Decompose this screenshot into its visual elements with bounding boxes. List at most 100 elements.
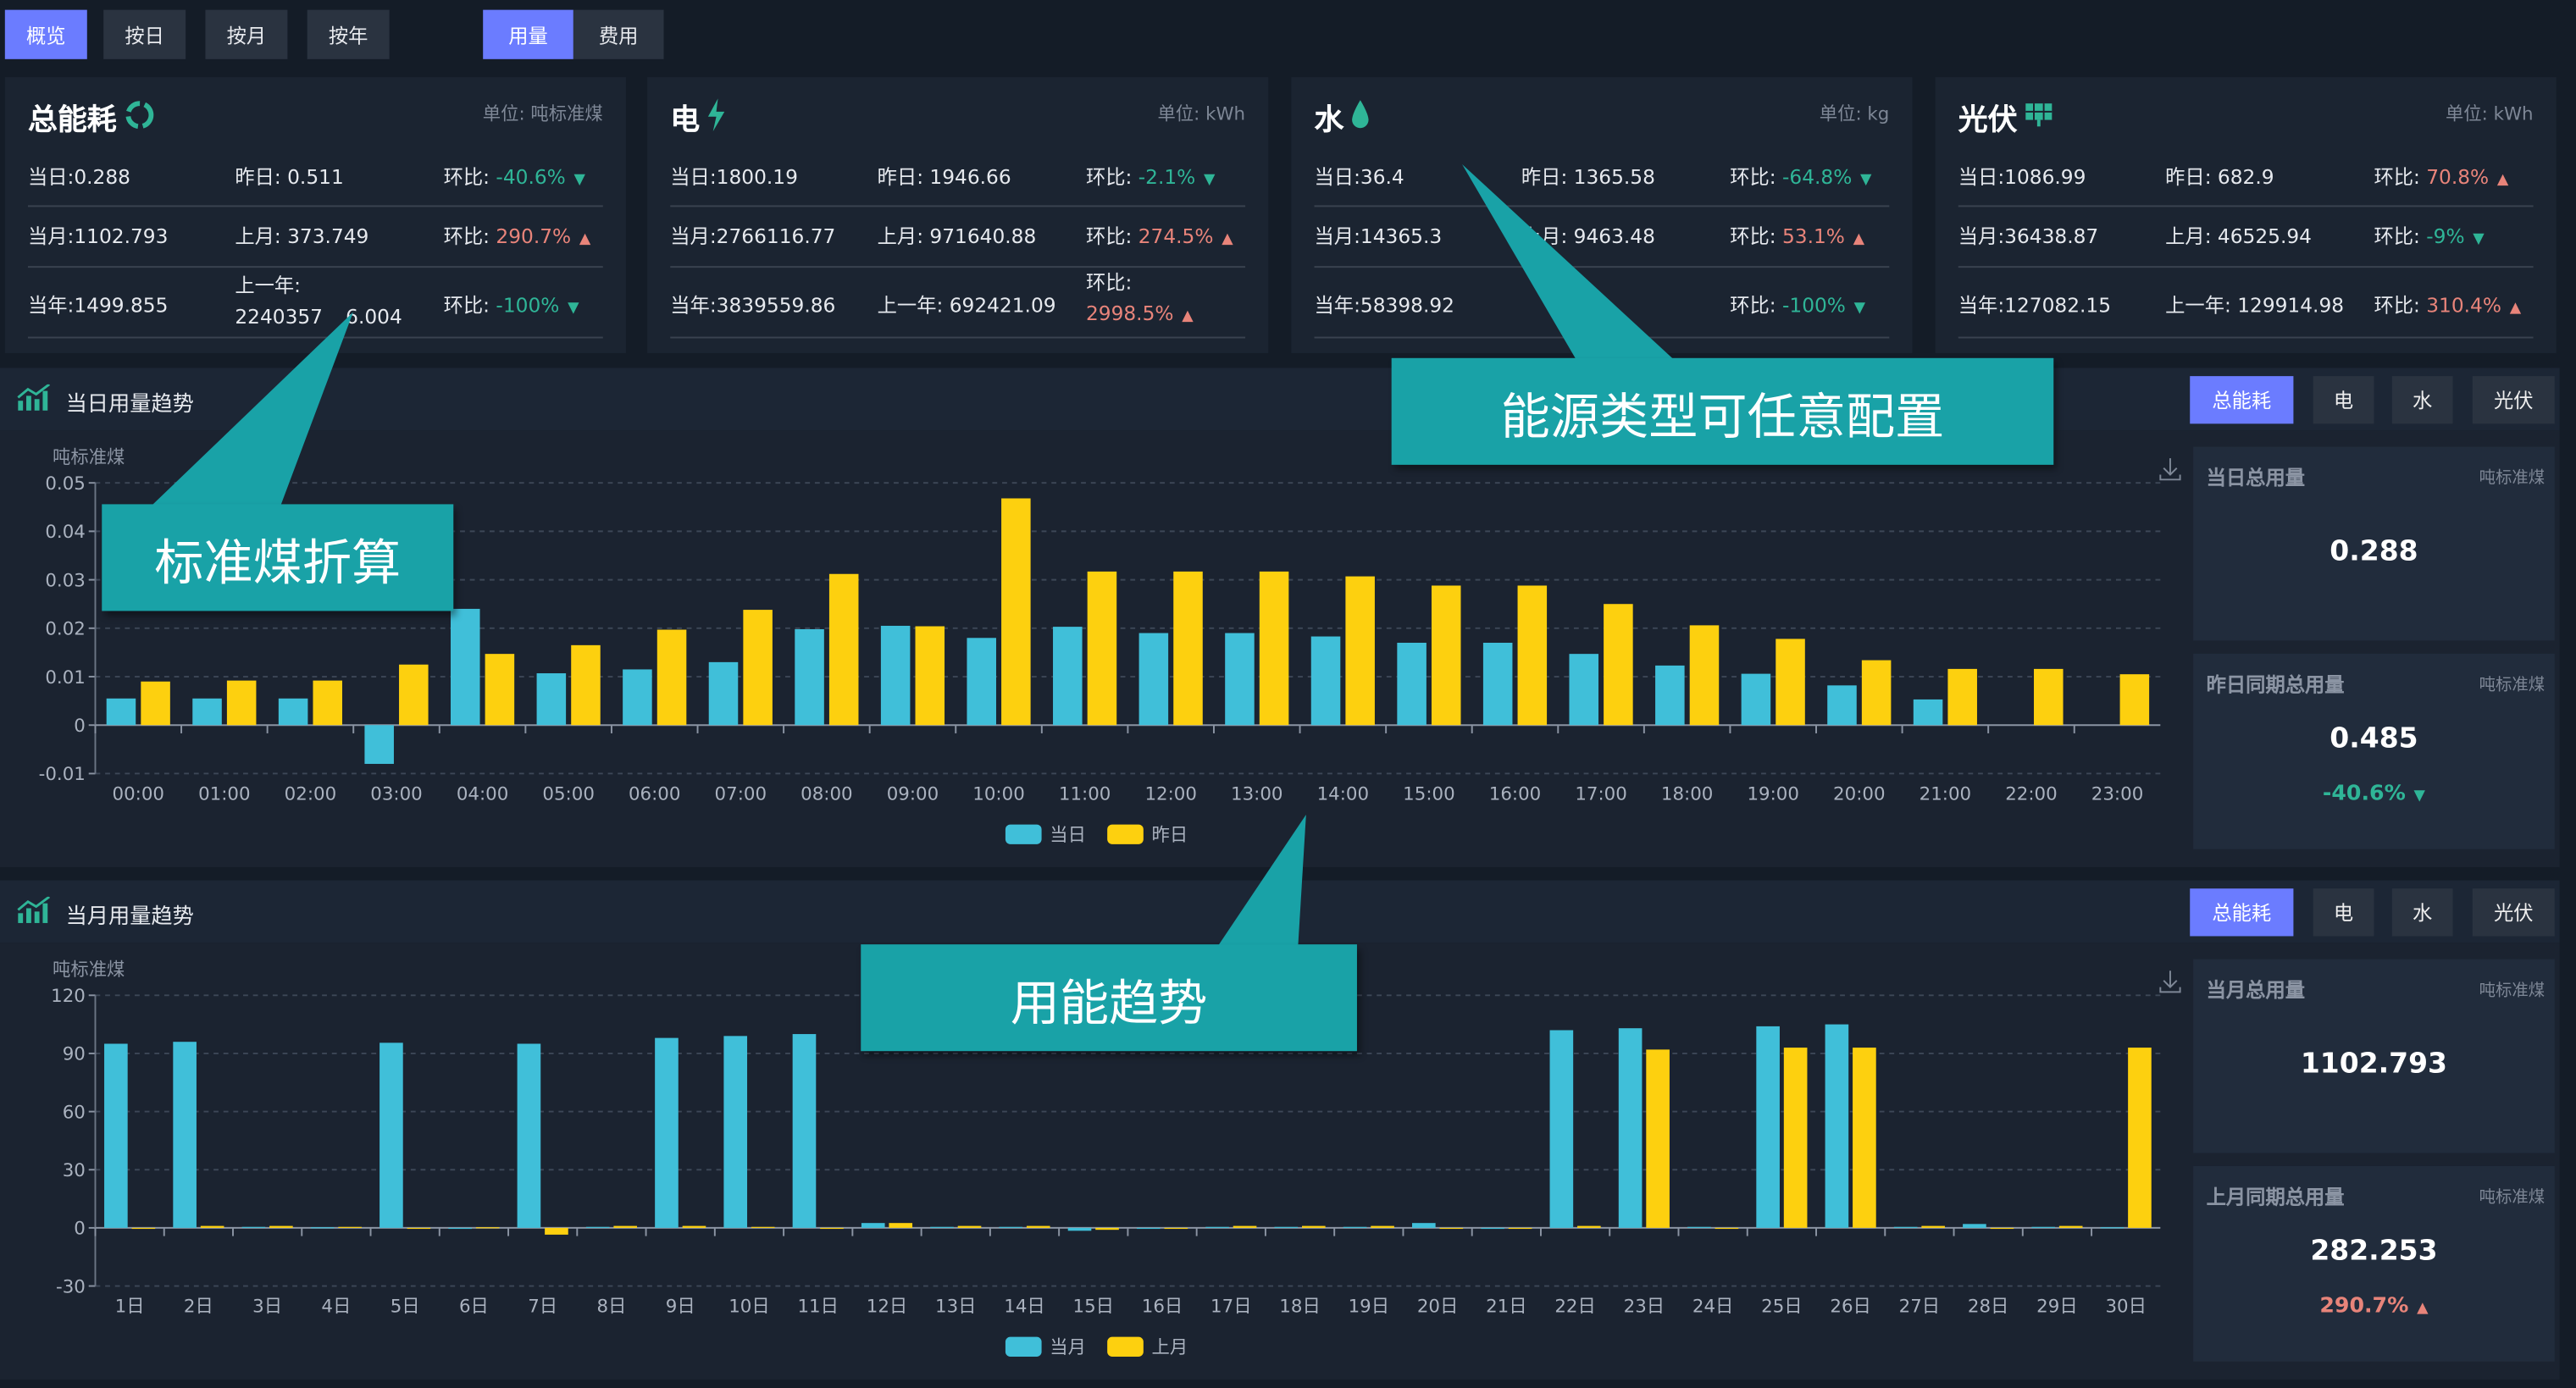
bar-当月-20日[interactable]	[1412, 1223, 1436, 1228]
bar-当月-15日[interactable]	[1067, 1227, 1092, 1231]
bar-上月-5日[interactable]	[407, 1227, 431, 1230]
bar-上月-1日[interactable]	[131, 1227, 156, 1230]
bar-当日-13:00[interactable]	[1225, 633, 1255, 726]
bar-当月-13日[interactable]	[930, 1226, 954, 1228]
monthly-energy-tab-1[interactable]: 电	[2313, 888, 2374, 937]
bar-昨日-16:00[interactable]	[1517, 585, 1548, 726]
bar-上月-26日[interactable]	[1853, 1048, 1876, 1228]
bar-当月-14日[interactable]	[999, 1226, 1023, 1228]
bar-当月-30日[interactable]	[2100, 1227, 2125, 1229]
bar-上月-3日[interactable]	[269, 1225, 293, 1228]
bar-当月-28日[interactable]	[1963, 1224, 1986, 1228]
bar-当月-18日[interactable]	[1274, 1226, 1299, 1228]
bar-昨日-18:00[interactable]	[1689, 625, 1720, 726]
legend-swatch[interactable]	[1005, 1336, 1042, 1357]
bar-上月-19日[interactable]	[1371, 1225, 1394, 1228]
bar-上月-12日[interactable]	[889, 1223, 913, 1228]
bar-当日-02:00[interactable]	[278, 698, 308, 726]
bar-当日-12:00[interactable]	[1138, 633, 1169, 726]
legend-label[interactable]: 昨日	[1152, 825, 1188, 846]
bar-当月-29日[interactable]	[2031, 1226, 2055, 1228]
bar-上月-24日[interactable]	[1715, 1227, 1739, 1230]
daily-energy-tab-3[interactable]: 光伏	[2472, 376, 2555, 424]
view-tab-2[interactable]: 按月	[205, 9, 288, 59]
bar-上月-15日[interactable]	[1095, 1227, 1119, 1230]
bar-昨日-02:00[interactable]	[313, 680, 343, 726]
legend-label[interactable]: 当月	[1050, 1337, 1086, 1358]
view-tab-1[interactable]: 按日	[103, 9, 186, 59]
view-tab-0[interactable]: 概览	[4, 9, 87, 59]
bar-上月-8日[interactable]	[613, 1225, 638, 1228]
bar-当月-19日[interactable]	[1343, 1226, 1367, 1228]
bar-昨日-10:00[interactable]	[1001, 498, 1031, 726]
bar-当日-18:00[interactable]	[1655, 665, 1685, 726]
bar-当月-1日[interactable]	[104, 1043, 128, 1228]
bar-当日-06:00[interactable]	[623, 669, 652, 726]
download-icon[interactable]	[2159, 970, 2181, 993]
bar-昨日-09:00[interactable]	[915, 626, 945, 726]
legend-swatch[interactable]	[1107, 1336, 1144, 1357]
bar-上月-6日[interactable]	[475, 1227, 500, 1229]
bar-上月-11日[interactable]	[820, 1227, 844, 1230]
bar-当月-11日[interactable]	[792, 1034, 817, 1228]
bar-当日-15:00[interactable]	[1397, 642, 1426, 726]
monthly-energy-tab-2[interactable]: 水	[2391, 888, 2453, 937]
bar-上月-29日[interactable]	[2058, 1225, 2083, 1228]
bar-上月-13日[interactable]	[957, 1225, 982, 1228]
bar-昨日-20:00[interactable]	[1861, 660, 1892, 726]
bar-昨日-13:00[interactable]	[1259, 571, 1289, 726]
bar-上月-9日[interactable]	[682, 1225, 706, 1228]
energy-card-3[interactable]: 光伏 单位: kWh 当日:1086.99 昨日: 682.9 环比: 70.8% ▲ 当月…	[1935, 77, 2557, 353]
bar-当月-24日[interactable]	[1687, 1226, 1711, 1228]
bar-上月-27日[interactable]	[1921, 1225, 1945, 1228]
bar-当日-09:00[interactable]	[880, 625, 911, 726]
legend-label[interactable]: 当日	[1050, 825, 1086, 846]
bar-昨日-07:00[interactable]	[743, 610, 773, 726]
bar-上月-28日[interactable]	[1990, 1227, 2014, 1230]
bar-当月-2日[interactable]	[173, 1042, 197, 1228]
daily-energy-tab-1[interactable]: 电	[2313, 376, 2374, 424]
bar-当月-17日[interactable]	[1205, 1226, 1229, 1228]
bar-上月-7日[interactable]	[545, 1227, 568, 1235]
bar-当月-27日[interactable]	[1893, 1226, 1918, 1228]
bar-上月-18日[interactable]	[1301, 1225, 1326, 1228]
view-tab-3[interactable]: 按年	[307, 9, 390, 59]
bar-上月-30日[interactable]	[2128, 1048, 2152, 1228]
bar-昨日-22:00[interactable]	[2034, 668, 2064, 726]
monthly-energy-tab-0[interactable]: 总能耗	[2190, 888, 2294, 937]
bar-当月-23日[interactable]	[1618, 1028, 1643, 1228]
bar-上月-17日[interactable]	[1233, 1225, 1257, 1228]
bar-当日-07:00[interactable]	[708, 661, 739, 726]
bar-当月-10日[interactable]	[723, 1036, 748, 1228]
bar-当月-22日[interactable]	[1549, 1030, 1574, 1228]
bar-上月-2日[interactable]	[200, 1225, 224, 1228]
bar-当月-26日[interactable]	[1825, 1024, 1849, 1228]
bar-当日-03:00[interactable]	[364, 725, 394, 765]
bar-上月-14日[interactable]	[1026, 1225, 1050, 1228]
mode-tab-0[interactable]: 用量	[483, 9, 573, 59]
bar-当月-16日[interactable]	[1136, 1227, 1161, 1230]
bar-当日-17:00[interactable]	[1569, 654, 1599, 726]
bar-昨日-15:00[interactable]	[1431, 585, 1461, 726]
bar-昨日-06:00[interactable]	[656, 629, 687, 726]
bar-当月-7日[interactable]	[517, 1043, 541, 1228]
bar-当日-04:00[interactable]	[450, 608, 480, 726]
bar-当日-20:00[interactable]	[1827, 685, 1857, 726]
bar-当日-14:00[interactable]	[1310, 636, 1341, 726]
bar-上月-20日[interactable]	[1439, 1227, 1464, 1230]
bar-当月-6日[interactable]	[448, 1227, 472, 1230]
bar-昨日-23:00[interactable]	[2119, 674, 2150, 726]
daily-energy-tab-0[interactable]: 总能耗	[2190, 376, 2294, 424]
bar-当月-5日[interactable]	[379, 1042, 403, 1228]
bar-昨日-14:00[interactable]	[1345, 576, 1375, 726]
bar-当月-21日[interactable]	[1481, 1227, 1504, 1230]
bar-当日-21:00[interactable]	[1913, 699, 1943, 726]
daily-energy-tab-2[interactable]: 水	[2391, 376, 2453, 424]
bar-当月-9日[interactable]	[655, 1037, 679, 1228]
bar-当日-08:00[interactable]	[795, 628, 824, 726]
bar-当月-4日[interactable]	[310, 1227, 335, 1229]
bar-昨日-08:00[interactable]	[828, 573, 859, 726]
bar-昨日-01:00[interactable]	[226, 680, 257, 726]
energy-card-1[interactable]: 电 单位: kWh 当日:1800.19 昨日: 1946.66 环比: -2.1% ▼ 当…	[647, 77, 1269, 353]
bar-昨日-03:00[interactable]	[399, 664, 429, 726]
